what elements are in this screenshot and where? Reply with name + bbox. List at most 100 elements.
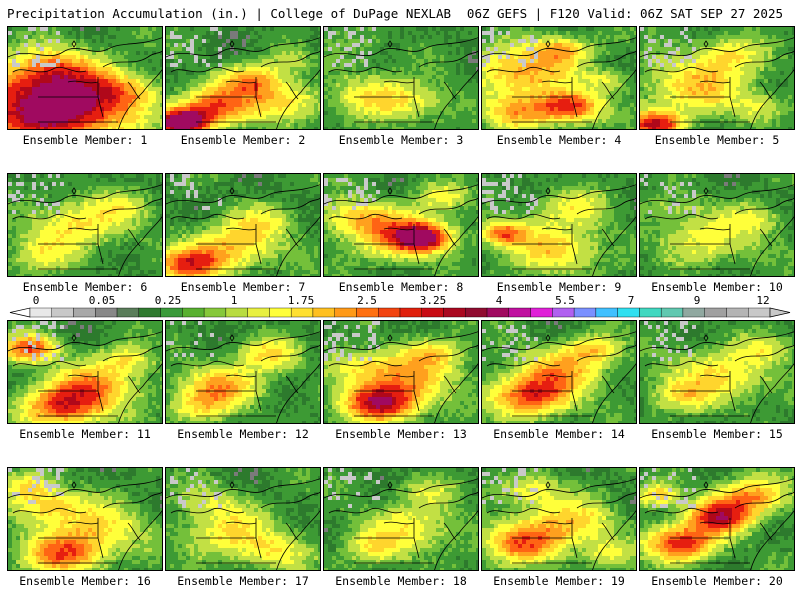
map-outline bbox=[734, 344, 794, 362]
ensemble-map-panel bbox=[323, 320, 479, 424]
map-outline bbox=[601, 228, 615, 247]
map-outline bbox=[12, 66, 87, 73]
colorbar-tick-label: 0.05 bbox=[89, 294, 116, 307]
ensemble-member-label: Ensemble Member: 4 bbox=[480, 133, 638, 147]
map-outline bbox=[443, 522, 457, 541]
map-outline bbox=[541, 227, 573, 231]
ensemble-member-label: Ensemble Member: 7 bbox=[164, 280, 322, 294]
precip-field bbox=[324, 27, 478, 129]
precip-field bbox=[640, 468, 794, 570]
colorbar-segment bbox=[247, 307, 270, 318]
map-outline bbox=[601, 522, 615, 541]
map-outline bbox=[640, 478, 794, 499]
map-outline bbox=[699, 80, 731, 84]
precipitation-map bbox=[166, 468, 320, 570]
precip-field bbox=[8, 321, 162, 423]
ensemble-member-label: Ensemble Member: 10 bbox=[638, 280, 796, 294]
ensemble-map-panel bbox=[639, 320, 795, 424]
precipitation-map bbox=[166, 174, 320, 276]
valid-time-title: 06Z GEFS | F120 Valid: 06Z SAT SEP 27 20… bbox=[467, 6, 783, 21]
map-outline bbox=[118, 69, 162, 129]
colorbar-segment bbox=[95, 307, 118, 318]
precip-field bbox=[166, 321, 320, 423]
colorbar-segment bbox=[269, 307, 292, 318]
map-outline bbox=[166, 331, 320, 352]
ensemble-member-label: Ensemble Member: 3 bbox=[322, 133, 480, 147]
ensemble-member-label: Ensemble Member: 2 bbox=[164, 133, 322, 147]
map-outline bbox=[166, 184, 320, 205]
map-outline bbox=[601, 81, 615, 100]
precipitation-map bbox=[8, 321, 162, 423]
map-outline bbox=[576, 197, 636, 215]
map-outline bbox=[699, 521, 731, 525]
colorbar-segment bbox=[530, 307, 553, 318]
map-outline bbox=[12, 507, 87, 514]
map-outline bbox=[759, 375, 773, 394]
colorbar-segment bbox=[138, 307, 161, 318]
map-outline bbox=[482, 478, 636, 499]
ensemble-map-panel bbox=[481, 26, 637, 130]
map-outline bbox=[102, 50, 162, 68]
map-outline bbox=[118, 216, 162, 276]
ensemble-map-panel bbox=[7, 320, 163, 424]
precip-field bbox=[166, 27, 320, 129]
precipitation-map bbox=[166, 27, 320, 129]
precipitation-map bbox=[640, 174, 794, 276]
map-outline bbox=[166, 478, 320, 499]
map-outline bbox=[592, 69, 636, 129]
ensemble-map-panel bbox=[323, 173, 479, 277]
ensemble-map-panel bbox=[165, 26, 321, 130]
map-outline bbox=[170, 507, 245, 514]
colorbar-tick-label: 0 bbox=[33, 294, 40, 307]
map-outline bbox=[285, 81, 299, 100]
map-outline bbox=[127, 81, 141, 100]
station-marker-icon bbox=[387, 40, 393, 48]
map-outline bbox=[285, 228, 299, 247]
colorbar-segment bbox=[443, 307, 466, 318]
precipitation-map bbox=[482, 468, 636, 570]
map-outline bbox=[118, 510, 162, 570]
map-outline bbox=[576, 344, 636, 362]
station-marker-icon bbox=[71, 481, 77, 489]
map-outline bbox=[324, 37, 478, 58]
map-outline bbox=[102, 491, 162, 509]
colorbar-segment bbox=[334, 307, 357, 318]
precip-field bbox=[8, 174, 162, 276]
map-outline bbox=[276, 216, 320, 276]
map-outline bbox=[759, 228, 773, 247]
station-marker-icon bbox=[703, 187, 709, 195]
colorbar-segment bbox=[116, 307, 140, 318]
ensemble-map-panel bbox=[7, 467, 163, 571]
map-outline bbox=[486, 213, 561, 220]
map-outline bbox=[324, 478, 478, 499]
color-scale-bar: 0 0.05 0.25 1 1.75 2.5 3.25 4 5.5 7 9 12 bbox=[0, 294, 800, 320]
ensemble-map-panel bbox=[7, 26, 163, 130]
colorbar-segment bbox=[486, 307, 510, 318]
colorbar-segment bbox=[29, 307, 52, 318]
precipitation-map bbox=[640, 321, 794, 423]
map-outline bbox=[67, 227, 99, 231]
map-outline bbox=[225, 80, 257, 84]
map-outline bbox=[644, 507, 719, 514]
colorbar-segment bbox=[660, 307, 684, 318]
map-outline bbox=[486, 360, 561, 367]
colorbar-segment bbox=[203, 307, 227, 318]
precip-field bbox=[640, 27, 794, 129]
map-outline bbox=[67, 80, 99, 84]
map-outline bbox=[734, 197, 794, 215]
precipitation-map bbox=[8, 27, 162, 129]
map-outline bbox=[541, 374, 573, 378]
map-outline bbox=[541, 80, 573, 84]
station-marker-icon bbox=[703, 40, 709, 48]
precip-field bbox=[324, 468, 478, 570]
map-outline bbox=[418, 344, 478, 362]
product-title: Precipitation Accumulation (in.) | Colle… bbox=[7, 6, 451, 21]
map-outline bbox=[482, 184, 636, 205]
map-outline bbox=[285, 522, 299, 541]
colorbar-segment bbox=[378, 307, 401, 318]
map-outline bbox=[260, 197, 320, 215]
map-outline bbox=[170, 66, 245, 73]
colorbar-segment bbox=[639, 307, 662, 318]
ensemble-member-label: Ensemble Member: 19 bbox=[480, 574, 638, 588]
colorbar-min-arrow bbox=[9, 307, 31, 318]
